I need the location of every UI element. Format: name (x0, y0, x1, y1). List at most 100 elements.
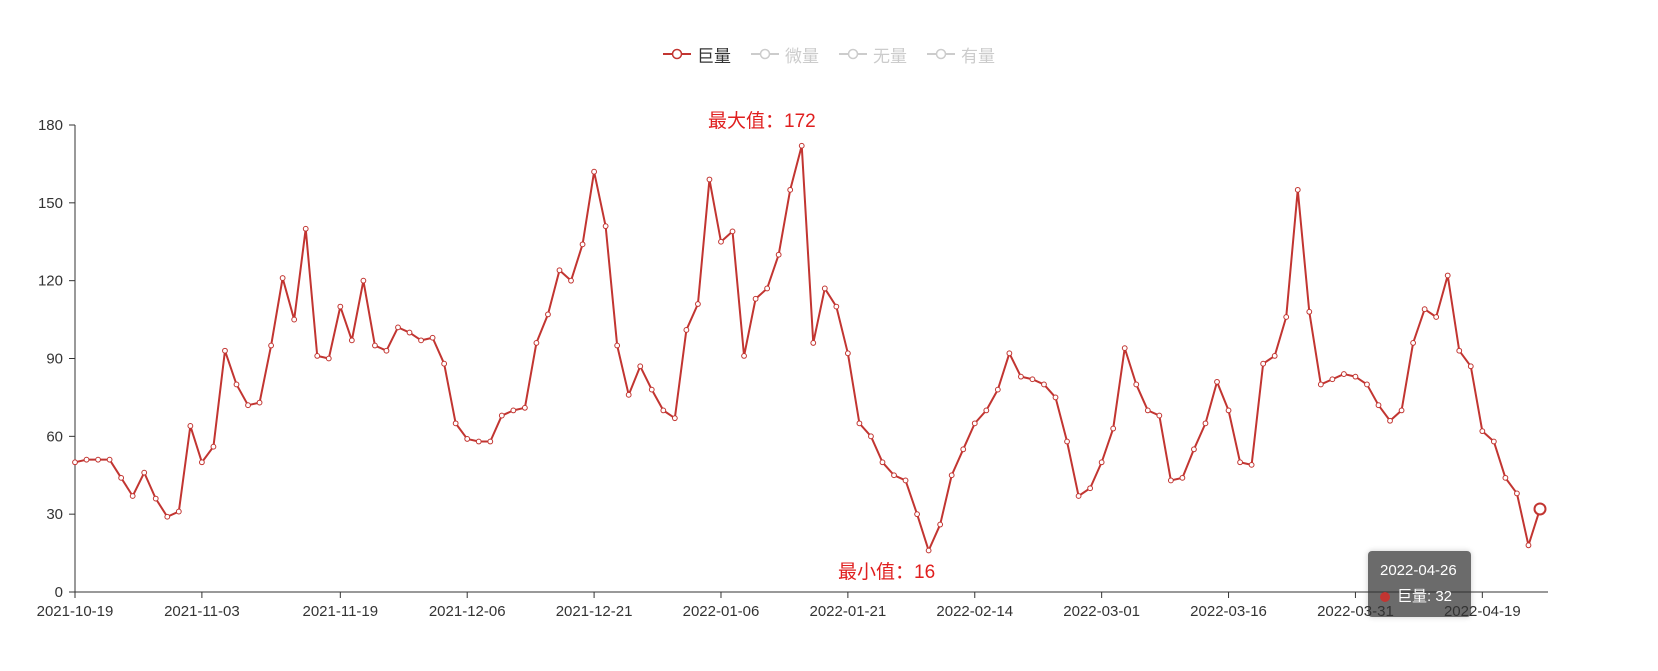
data-point[interactable] (637, 363, 644, 370)
data-point[interactable] (1456, 347, 1463, 354)
data-point[interactable] (1294, 186, 1301, 193)
data-point[interactable] (1064, 438, 1070, 445)
data-point[interactable] (1041, 381, 1047, 388)
data-point[interactable] (302, 225, 309, 232)
data-point[interactable] (764, 285, 771, 292)
data-point[interactable] (118, 474, 125, 481)
data-point[interactable] (983, 407, 990, 414)
data-point[interactable] (198, 459, 205, 466)
data-point[interactable] (614, 342, 621, 349)
data-point[interactable] (83, 456, 90, 463)
data-point[interactable] (210, 443, 217, 450)
data-point[interactable] (233, 381, 240, 388)
data-point[interactable] (164, 513, 171, 520)
data-point[interactable] (568, 277, 574, 284)
data-point[interactable] (1144, 407, 1151, 414)
data-point[interactable] (1075, 493, 1082, 499)
data-point[interactable] (1225, 407, 1232, 414)
data-point[interactable] (452, 420, 459, 427)
data-point[interactable] (948, 472, 955, 479)
data-point[interactable] (810, 340, 817, 346)
data-point[interactable] (1121, 345, 1128, 352)
data-point[interactable] (960, 446, 967, 453)
data-point[interactable] (418, 337, 424, 344)
data-point[interactable] (510, 407, 517, 414)
data-point[interactable] (464, 436, 471, 442)
data-point[interactable] (141, 469, 148, 476)
data-point[interactable] (660, 407, 667, 414)
data-point[interactable] (187, 423, 194, 429)
data-point[interactable] (175, 508, 182, 515)
data-point[interactable] (1098, 459, 1105, 466)
data-point[interactable] (1410, 340, 1417, 346)
data-point[interactable] (879, 459, 886, 466)
data-point[interactable] (1467, 363, 1474, 370)
data-point[interactable] (325, 355, 332, 362)
data-point[interactable] (1156, 412, 1163, 419)
data-point[interactable] (856, 420, 863, 427)
data-point[interactable] (925, 547, 932, 554)
data-point[interactable] (129, 493, 136, 499)
data-point[interactable] (1133, 381, 1140, 388)
data-point[interactable] (372, 342, 378, 349)
data-point[interactable] (222, 347, 228, 354)
data-point[interactable] (752, 295, 759, 302)
data-point[interactable] (844, 350, 851, 357)
data-point[interactable] (383, 347, 390, 354)
data-point[interactable] (787, 186, 794, 193)
data-point[interactable] (1444, 272, 1451, 279)
data-point[interactable] (798, 142, 805, 149)
data-point[interactable] (348, 337, 355, 344)
data-point[interactable] (902, 477, 909, 484)
data-point[interactable] (245, 402, 251, 409)
data-point[interactable] (1514, 490, 1520, 497)
data-point[interactable] (602, 223, 609, 230)
data-point[interactable] (72, 459, 78, 466)
data-point[interactable] (1248, 461, 1255, 468)
data-point[interactable] (337, 303, 344, 310)
data-point[interactable] (891, 472, 897, 479)
data-point[interactable] (994, 386, 1001, 393)
data-point[interactable] (106, 456, 113, 463)
data-point[interactable] (683, 327, 690, 333)
data-point[interactable] (291, 316, 298, 323)
data-point[interactable] (648, 386, 655, 393)
data-point[interactable] (1306, 308, 1313, 315)
data-point[interactable] (152, 495, 159, 502)
data-point[interactable] (937, 521, 944, 528)
data-point[interactable] (533, 340, 540, 346)
data-point[interactable] (1283, 314, 1290, 320)
data-point[interactable] (1237, 459, 1243, 466)
data-point[interactable] (1110, 425, 1117, 432)
data-point[interactable] (706, 176, 713, 183)
legend-item-weiliang[interactable]: 微量 (751, 42, 819, 67)
data-point[interactable] (1479, 428, 1486, 435)
data-point[interactable] (1271, 353, 1278, 359)
data-point[interactable] (914, 511, 920, 518)
legend-item-wuliang[interactable]: 无量 (839, 42, 907, 67)
data-point[interactable] (591, 168, 597, 175)
data-point[interactable] (360, 277, 367, 284)
data-point[interactable] (1433, 314, 1440, 320)
data-point[interactable] (256, 399, 263, 406)
data-point[interactable] (1214, 378, 1220, 385)
data-point[interactable] (695, 301, 701, 307)
data-point[interactable] (775, 251, 782, 258)
data-point[interactable] (1490, 438, 1497, 445)
data-point[interactable] (406, 329, 413, 336)
data-point[interactable] (625, 391, 632, 398)
data-point[interactable] (868, 433, 874, 440)
data-point[interactable] (1329, 376, 1336, 383)
data-point[interactable] (1525, 542, 1532, 549)
data-point[interactable] (1421, 306, 1428, 313)
data-point[interactable] (1006, 350, 1013, 357)
data-point[interactable] (741, 353, 747, 359)
data-point[interactable] (671, 415, 678, 422)
data-point[interactable] (545, 311, 551, 318)
data-point[interactable] (1191, 446, 1197, 453)
data-point[interactable] (429, 334, 436, 341)
data-point[interactable] (579, 241, 586, 248)
legend-item-juliang[interactable]: 巨量 (663, 42, 731, 67)
highlighted-data-point[interactable] (1533, 502, 1547, 516)
data-point[interactable] (1364, 381, 1370, 388)
